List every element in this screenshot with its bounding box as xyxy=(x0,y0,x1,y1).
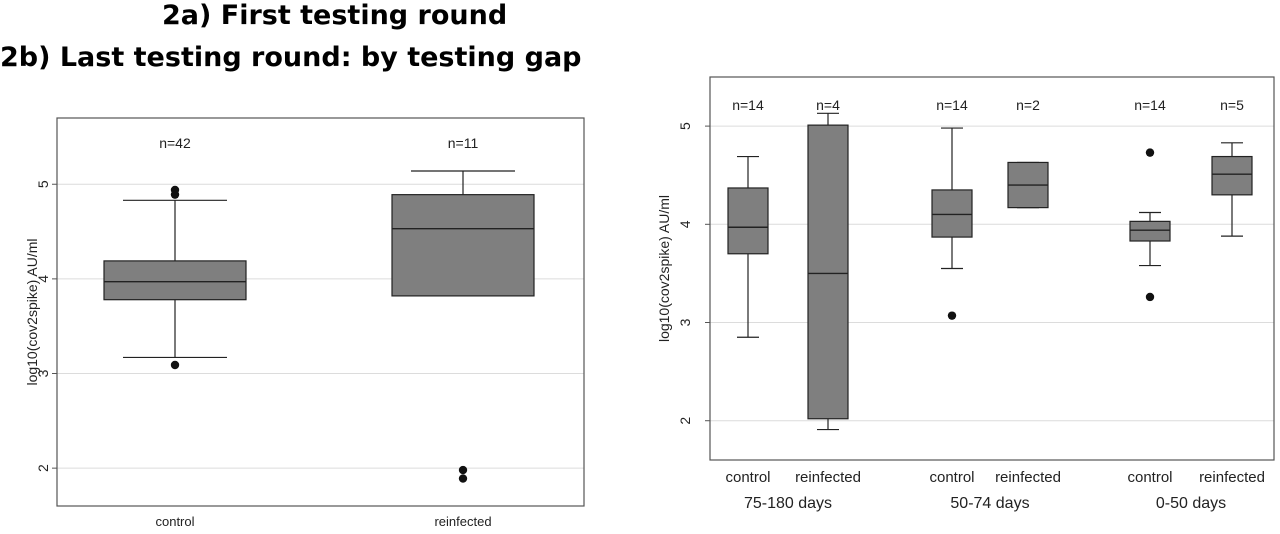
chart-panel-1: 2 3 4 5 log10(cov2spike) AU/ml n=42 control n=1… xyxy=(24,117,585,529)
box-1 xyxy=(727,155,769,338)
x-category-label: control xyxy=(155,514,194,529)
iqr-box xyxy=(1129,220,1171,242)
box-6 xyxy=(1211,142,1253,237)
outlier-point xyxy=(1145,148,1155,157)
chart-title-first-round: 2a) First testing round xyxy=(162,0,508,31)
n-label: n=5 xyxy=(1220,97,1244,113)
y-tick-label: 3 xyxy=(677,318,693,326)
iqr-box xyxy=(1211,155,1253,196)
y-axis-label: log10(cov2spike) AU/ml xyxy=(24,238,40,385)
outlier-point xyxy=(458,474,468,483)
box-3 xyxy=(931,127,973,320)
box-4 xyxy=(1007,161,1049,209)
box-5 xyxy=(1129,148,1171,302)
x-category-label: reinfected xyxy=(434,514,491,529)
y-tick-label: 3 xyxy=(35,369,51,377)
chart-title-last-round: 2b) Last testing round: by testing gap xyxy=(0,42,582,73)
outlier-point xyxy=(170,185,180,195)
y-tick-label: 5 xyxy=(677,122,693,130)
chart-panel-2: 2 3 4 5 log10(cov2spike) AU/ml n=14 control n=4… xyxy=(656,76,1275,512)
iqr-box xyxy=(391,194,535,297)
outlier-point xyxy=(1145,292,1155,302)
x-group-label: 0-50 days xyxy=(1156,495,1226,512)
x-category-label: reinfected xyxy=(1199,469,1265,486)
iqr-box xyxy=(727,187,769,255)
n-label: n=2 xyxy=(1016,97,1040,113)
x-group-label: 50-74 days xyxy=(950,495,1029,512)
plot-frame xyxy=(709,76,1275,461)
box-2 xyxy=(807,112,849,431)
iqr-box xyxy=(807,124,849,420)
outlier-point xyxy=(170,360,180,370)
box-1 xyxy=(103,185,247,370)
iqr-box xyxy=(103,260,247,301)
x-category-label: reinfected xyxy=(795,469,861,486)
outlier-point xyxy=(458,465,468,475)
y-tick-label: 4 xyxy=(677,220,693,228)
y-tick-label: 5 xyxy=(35,180,51,188)
y-tick-label: 2 xyxy=(677,417,693,425)
y-axis-label: log10(cov2spike) AU/ml xyxy=(656,195,672,342)
plot-frame xyxy=(56,117,585,507)
n-label: n=14 xyxy=(936,97,968,113)
y-tick-label: 2 xyxy=(35,464,51,472)
n-label: n=14 xyxy=(1134,97,1166,113)
n-label: n=4 xyxy=(816,97,840,113)
x-category-label: control xyxy=(1127,469,1172,486)
x-group-label: 75-180 days xyxy=(744,495,832,512)
iqr-box xyxy=(931,189,973,238)
n-label: n=14 xyxy=(732,97,764,113)
n-label: n=11 xyxy=(448,135,479,151)
outlier-point xyxy=(947,311,957,320)
x-category-label: control xyxy=(929,469,974,486)
x-category-label: reinfected xyxy=(995,469,1061,486)
box-2 xyxy=(391,170,535,483)
y-tick-label: 4 xyxy=(35,275,51,283)
n-label: n=42 xyxy=(159,135,191,151)
x-category-label: control xyxy=(725,469,770,486)
